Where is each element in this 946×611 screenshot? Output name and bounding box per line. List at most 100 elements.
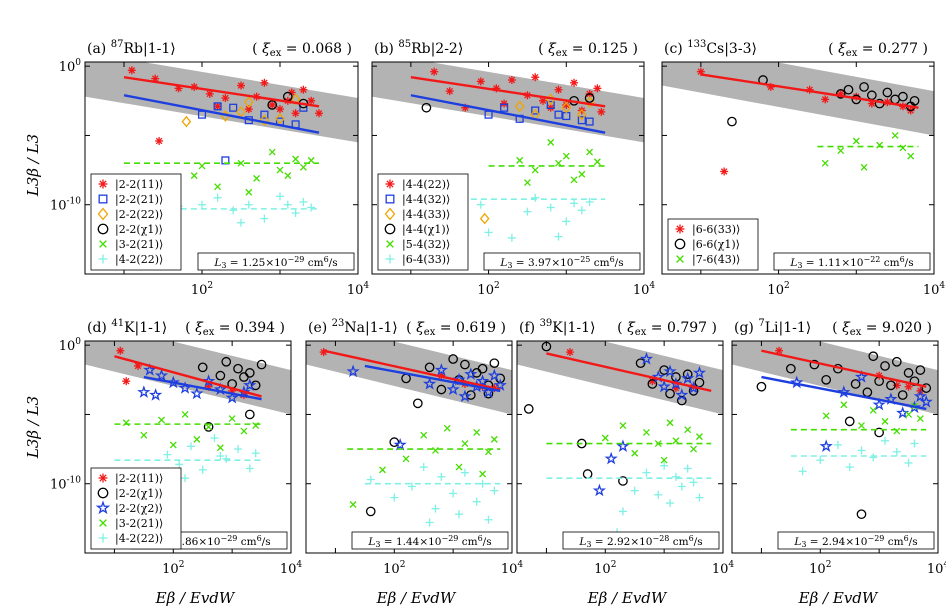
- panel-a-point-x-0: [190, 172, 198, 180]
- panel-a-l3-frame: [197, 252, 355, 271]
- panel-g-point-circle-3-ring: [821, 374, 832, 385]
- panel-b-point-diamond-4-shape: [576, 108, 587, 121]
- panel-f-point-star-11-shape: [692, 365, 707, 379]
- panel-b-point-x-4: [570, 176, 578, 184]
- panel-c-point-x-3-d2: [860, 163, 868, 171]
- x-axis-label-d: Eβ / EvdW: [155, 589, 236, 607]
- panel-g-point-x-3-d2: [869, 406, 877, 414]
- panel-f-point-star-9: [681, 371, 695, 385]
- panel-c-point-x-7-d2: [907, 152, 915, 160]
- panel-e-point-circle-5-ring: [436, 384, 447, 395]
- panel-g-l3-frame: [777, 531, 935, 550]
- panel-d-point-x-5-d2: [193, 435, 201, 443]
- panel-b-point-plus-1: [484, 228, 493, 237]
- panel-b-point-plus-6: [570, 199, 579, 208]
- panel-e-fit-red: [323, 349, 501, 391]
- panel-g-fit-blue: [761, 375, 927, 411]
- panel-b-point-circle-0: [421, 102, 432, 113]
- panel-g-point-circle-5: [850, 379, 861, 389]
- panel-c-point-x-2-d2: [852, 137, 860, 145]
- panel-b-point-square-4: [546, 100, 555, 110]
- panel-b-legend-marker-2-shape: [384, 207, 396, 221]
- panel-b-point-x-6-d2: [586, 148, 594, 156]
- panel-e-point-x-6: [455, 463, 463, 471]
- panel-a-legend-marker-2-shape: [97, 207, 109, 221]
- panel-g-point-circle-12: [897, 390, 908, 400]
- panel-a-fit-blue: [123, 94, 320, 134]
- panel-c-point-x-3: [860, 163, 868, 171]
- panel-g-point-circle-12-ring: [897, 390, 908, 400]
- panel-g-point-star-8: [913, 389, 927, 403]
- panel-b-legend-label-2: |4-4(33)⟩: [402, 208, 450, 222]
- panel-d-point-x-0-d2: [122, 419, 130, 427]
- panel-d-point-x-2: [158, 416, 165, 424]
- panel-d-point-plus-2: [175, 460, 184, 469]
- panel-b-point-asterisk-12-stroke-3: [570, 79, 578, 87]
- panel-f-point-x-9-d2: [695, 433, 703, 441]
- panel-e-point-circle-1-ring: [389, 437, 400, 448]
- panel-g-xtick-label-1: 104: [927, 560, 946, 577]
- panel-d-legend-marker-3: [99, 519, 107, 527]
- panel-g-point-x-1: [840, 401, 848, 409]
- panel-b-point-diamond-5-shape: [584, 96, 595, 108]
- panel-b-point-asterisk-12: [570, 78, 579, 87]
- panel-b-point-x-4-d2: [570, 176, 578, 184]
- panel-b-point-square-4-box: [546, 100, 555, 110]
- panel-b-legend-label-0: |4-4(22)⟩: [402, 178, 450, 192]
- panel-g-point-circle-2: [809, 359, 820, 370]
- panel-b-point-x-7-d2: [555, 159, 562, 167]
- panel-f-point-circle-8-ring: [665, 388, 675, 399]
- panel-a-xtick-label-0: 102: [191, 281, 213, 298]
- panel-a-title: (a) 87Rb|1-1⟩: [87, 39, 176, 57]
- panel-e-point-star-5: [452, 372, 466, 386]
- panel-e-point-x-3: [420, 431, 428, 439]
- panel-a-point-x-6-d2: [284, 172, 292, 180]
- panel-g-point-plus-0: [798, 467, 807, 476]
- panel-b-legend-marker-0: [385, 179, 395, 189]
- panel-f-point-x-7: [684, 426, 692, 434]
- panel-c-point-circle-3: [843, 84, 854, 95]
- panel-b-plot-area: [372, 62, 644, 258]
- panel-e-point-plus-1: [390, 493, 399, 502]
- panel-d-point-x-1-d2: [140, 431, 148, 439]
- panel-a-point-asterisk-0-stroke-3: [128, 67, 136, 74]
- panel-g-point-star-8-shape: [913, 389, 927, 403]
- panel-f-plot-area: [517, 341, 723, 537]
- panel-a-point-circle-0-ring: [267, 100, 278, 110]
- panel-c-point-asterisk-1-stroke-3: [720, 168, 728, 175]
- panel-c-point-asterisk-0-stroke-3: [697, 68, 705, 75]
- panel-d-plot-area: [85, 341, 291, 517]
- panel-g-series-x: [822, 401, 924, 435]
- panel-c-xtick-label-1: 104: [923, 281, 946, 298]
- panel-f-point-circle-11: [682, 369, 693, 380]
- panel-d-point-circle-7-ring: [244, 368, 255, 378]
- panel-g-point-plus-8: [904, 458, 913, 467]
- panel-d-point-x-8-d2: [228, 415, 236, 423]
- panel-e-point-star-11-shape: [487, 368, 501, 382]
- panel-g-series-circle: [756, 351, 932, 520]
- panel-b-point-circle-0-ring: [421, 102, 432, 113]
- panel-c-legend-marker-2: [676, 255, 684, 263]
- panel-d-point-x-8: [228, 415, 236, 423]
- panel-f-point-circle-13-ring: [694, 377, 705, 388]
- panel-e-point-circle-11-ring: [477, 363, 488, 374]
- panel-a-point-plus-8: [299, 197, 308, 206]
- panel-b-frame: [371, 61, 645, 275]
- panel-g-point-circle-18: [874, 427, 884, 438]
- panel-b-legend-label-5: |6-4(33)⟩: [402, 253, 450, 267]
- panel-e-xtick-label-0: 102: [383, 560, 405, 577]
- panel-b-point-plus-11: [507, 233, 516, 242]
- panel-a-point-plus-6: [276, 192, 284, 201]
- panel-b-legend-marker-4: [386, 240, 394, 248]
- panel-f-point-circle-4-ring: [618, 476, 628, 486]
- panel-e-l3-box: L3 = 1.44×10−29 cm6/s: [351, 531, 509, 550]
- panel-f-point-plus-6: [666, 499, 675, 508]
- panel-e-point-x-1-d2: [379, 466, 386, 474]
- panel-b-legend-label-3: |4-4(χ1)⟩: [402, 223, 450, 237]
- panel-g-point-circle-16: [921, 383, 932, 393]
- panel-d-point-x-7: [216, 444, 224, 452]
- panel-b-point-x-9-d2: [523, 179, 531, 187]
- panel-e-point-plus-11: [484, 515, 493, 524]
- panel-a-point-x-1: [214, 183, 222, 191]
